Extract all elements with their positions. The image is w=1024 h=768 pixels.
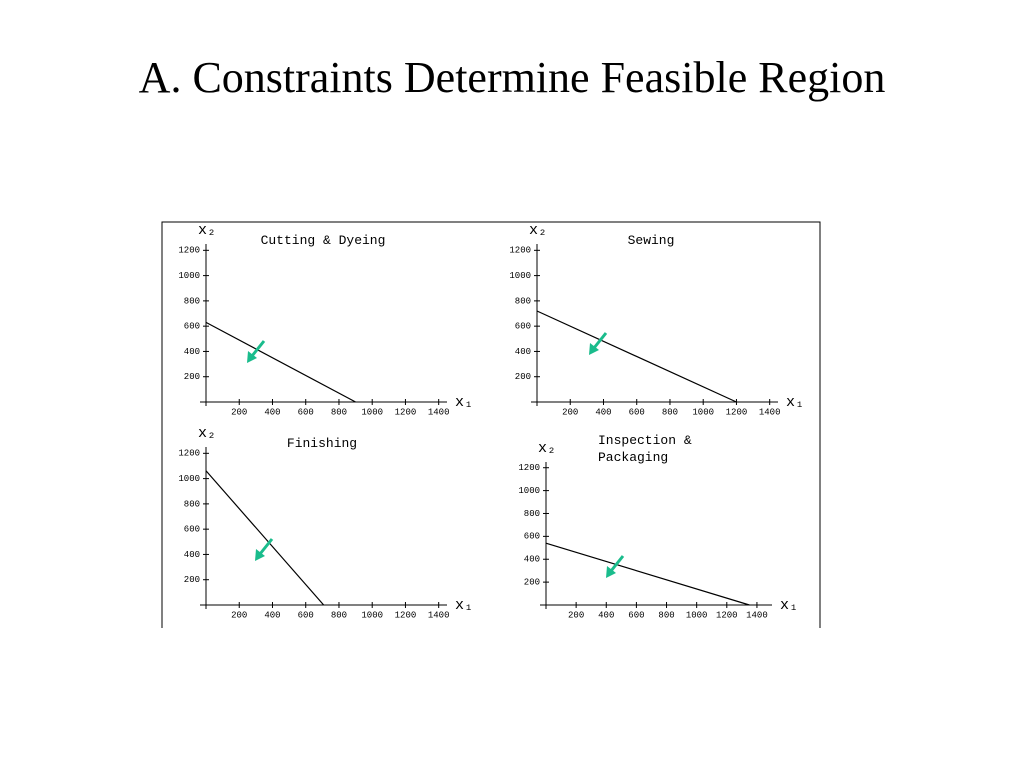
x-tick-label: 1400 [746,610,768,620]
x-tick-label: 1000 [361,407,383,417]
y-tick-label: 400 [184,550,200,560]
x-tick-label: 200 [568,610,584,620]
y-tick-label: 1200 [178,449,200,459]
y-tick-label: 600 [524,532,540,542]
y-tick-label: 800 [524,509,540,519]
frame [161,221,821,628]
y-tick-label: 1200 [509,246,531,256]
y-tick-label: 600 [184,525,200,535]
x-axis-label: x₁ [786,394,804,411]
constraint-line [536,310,737,403]
constraint-line [545,542,750,606]
arrow-shaft [609,555,625,572]
constraint-line [205,321,356,403]
chart-title: Inspection & Packaging [598,433,692,465]
x-tick-label: 1200 [395,610,417,620]
y-axis-label: x₂ [198,425,216,442]
y-tick-label: 600 [184,322,200,332]
x-tick-label: 1400 [759,407,781,417]
y-tick-label: 800 [515,296,531,306]
chart-title: Cutting & Dyeing [260,233,386,248]
y-tick-label: 400 [524,555,540,565]
chart-title: Sewing [627,233,675,248]
chart-title: Finishing [286,436,358,451]
y-tick-label: 1000 [518,486,540,496]
x-tick-label: 1200 [726,407,748,417]
constraint-line [205,470,325,606]
x-tick-label: 400 [595,407,611,417]
x-tick-label: 1000 [361,610,383,620]
y-tick-label: 800 [184,296,200,306]
y-tick-label: 400 [515,347,531,357]
x-tick-label: 800 [662,407,678,417]
y-tick-label: 200 [524,577,540,587]
x-tick-label: 200 [562,407,578,417]
y-tick-label: 1000 [178,271,200,281]
y-axis-label: x₂ [529,222,547,239]
y-tick-label: 200 [184,575,200,585]
x-tick-label: 600 [298,610,314,620]
y-axis-label: x₂ [538,440,556,457]
x-tick-label: 800 [658,610,674,620]
x-tick-label: 1000 [686,610,708,620]
y-tick-label: 1200 [518,463,540,473]
x-tick-label: 200 [231,407,247,417]
x-tick-label: 800 [331,407,347,417]
x-tick-label: 400 [264,610,280,620]
x-tick-label: 1000 [692,407,714,417]
x-axis-label: x₁ [780,597,798,614]
x-tick-label: 200 [231,610,247,620]
x-tick-label: 400 [264,407,280,417]
y-tick-label: 1000 [178,474,200,484]
slide-title: A. Constraints Determine Feasible Region [138,53,886,102]
y-tick-label: 1000 [509,271,531,281]
x-tick-label: 600 [629,407,645,417]
arrow-shaft [592,332,608,349]
y-tick-label: 400 [184,347,200,357]
arrow-head [589,343,599,355]
x-axis-label: x₁ [455,597,473,614]
arrow-shaft [250,340,266,357]
arrow-head [606,566,616,578]
x-tick-label: 1400 [428,610,450,620]
x-tick-label: 1200 [395,407,417,417]
y-tick-label: 200 [515,372,531,382]
x-tick-label: 800 [331,610,347,620]
x-tick-label: 1200 [716,610,738,620]
x-tick-label: 1400 [428,407,450,417]
arrow-head [247,351,257,363]
x-tick-label: 600 [298,407,314,417]
y-tick-label: 800 [184,499,200,509]
y-axis-label: x₂ [198,222,216,239]
arrow-head [255,549,265,561]
x-tick-label: 600 [628,610,644,620]
x-tick-label: 400 [598,610,614,620]
x-axis-label: x₁ [455,394,473,411]
y-tick-label: 1200 [178,246,200,256]
y-tick-label: 600 [515,322,531,332]
arrow-shaft [258,538,274,555]
y-tick-label: 200 [184,372,200,382]
